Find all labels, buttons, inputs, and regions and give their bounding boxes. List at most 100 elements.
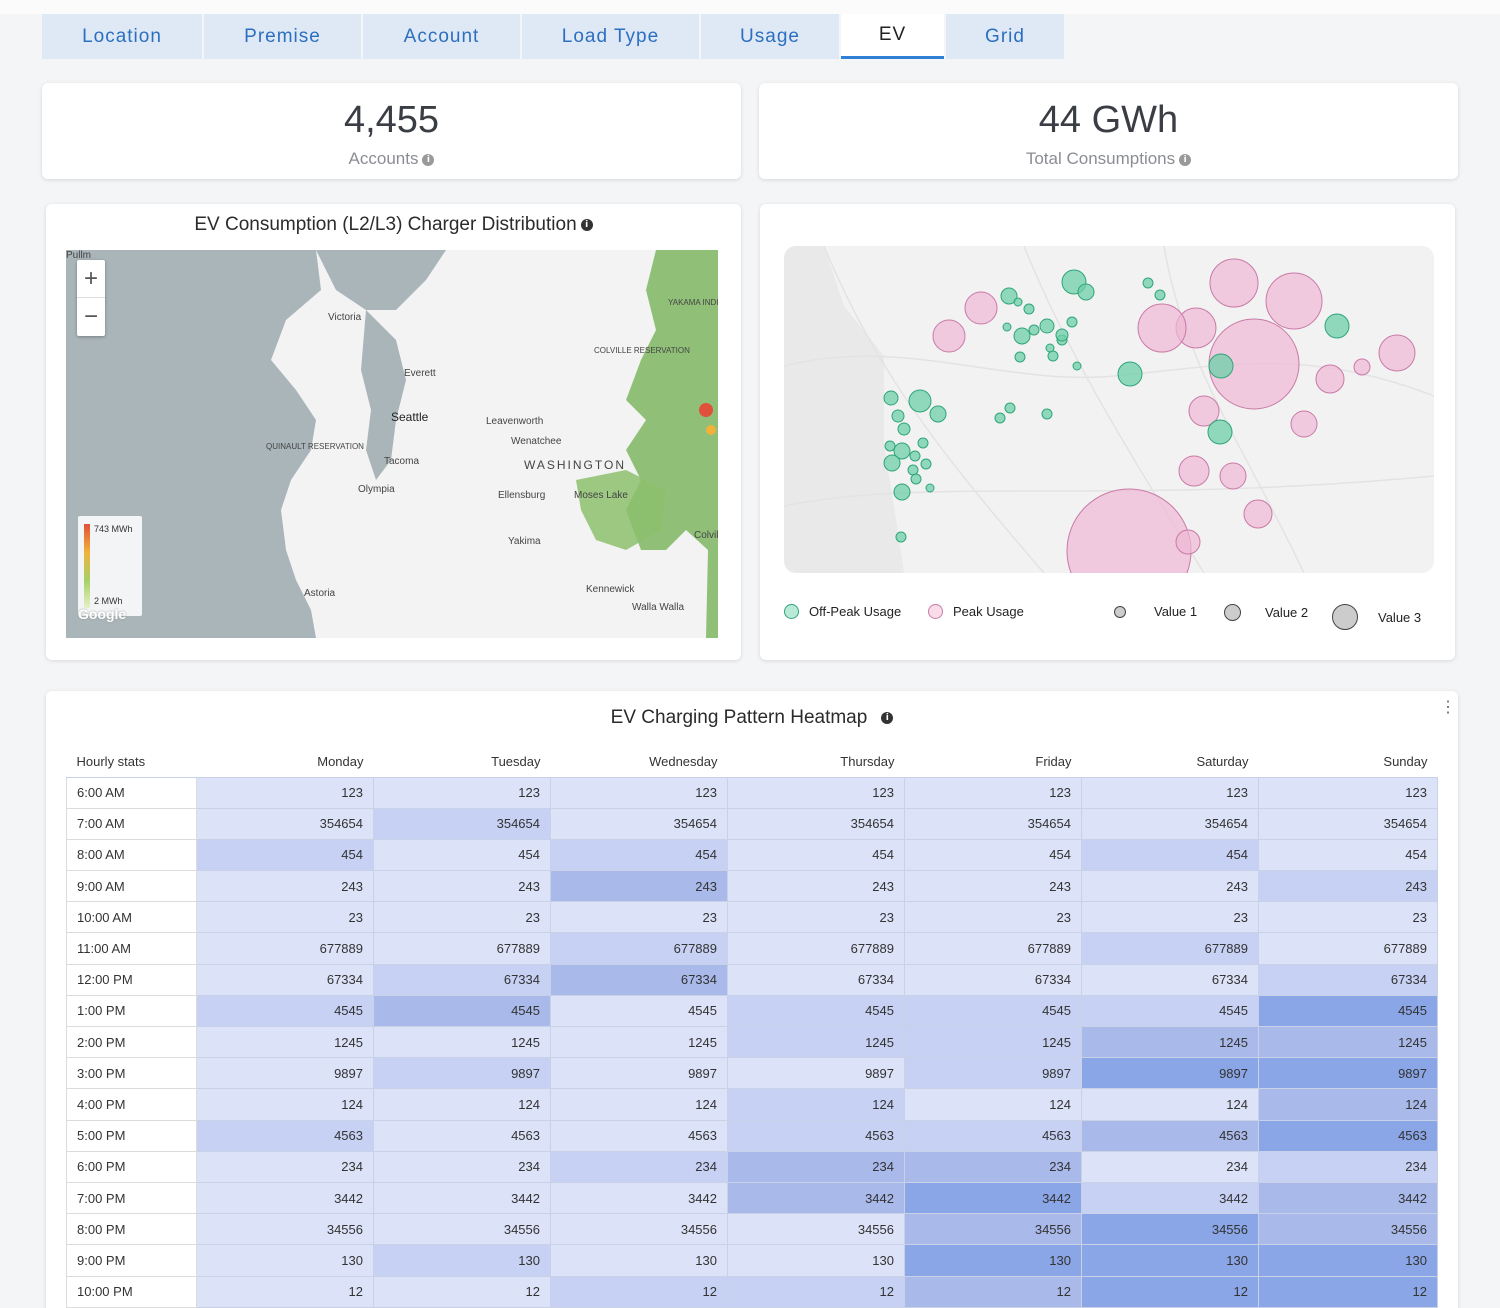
more-options-icon[interactable]: ⋮ bbox=[1440, 699, 1456, 716]
peak-bubble[interactable] bbox=[1353, 358, 1371, 376]
heat-cell[interactable]: 34556 bbox=[196, 1213, 374, 1246]
heat-cell[interactable]: 9897 bbox=[727, 1057, 905, 1090]
tab-ev[interactable]: EV bbox=[841, 14, 944, 59]
heat-cell[interactable]: 1245 bbox=[1258, 1025, 1438, 1059]
heat-cell[interactable]: 123 bbox=[727, 776, 905, 809]
heat-cell[interactable]: 124 bbox=[196, 1088, 374, 1121]
peak-bubble[interactable] bbox=[1315, 364, 1345, 394]
offpeak-bubble[interactable] bbox=[891, 409, 905, 423]
heat-cell[interactable]: 67334 bbox=[1258, 963, 1438, 996]
heat-cell[interactable]: 243 bbox=[1258, 870, 1438, 903]
offpeak-bubble[interactable] bbox=[893, 483, 911, 501]
tab-load-type[interactable]: Load Type bbox=[522, 14, 699, 59]
offpeak-bubble[interactable] bbox=[1117, 361, 1143, 387]
tab-account[interactable]: Account bbox=[363, 14, 520, 59]
heat-cell[interactable]: 454 bbox=[373, 838, 551, 872]
heat-cell[interactable]: 454 bbox=[1258, 838, 1438, 872]
peak-bubble[interactable] bbox=[1209, 258, 1259, 308]
offpeak-bubble[interactable] bbox=[908, 389, 932, 413]
offpeak-bubble[interactable] bbox=[1041, 408, 1053, 420]
offpeak-bubble[interactable] bbox=[1324, 313, 1350, 339]
heat-cell[interactable]: 677889 bbox=[373, 932, 551, 965]
heat-cell[interactable]: 123 bbox=[1081, 776, 1259, 809]
heat-cell[interactable]: 243 bbox=[373, 870, 551, 903]
heat-cell[interactable]: 4545 bbox=[727, 994, 905, 1028]
peak-bubble[interactable] bbox=[1378, 334, 1416, 372]
heat-cell[interactable]: 67334 bbox=[550, 963, 728, 996]
offpeak-bubble[interactable] bbox=[1045, 343, 1055, 353]
zoom-in-button[interactable]: + bbox=[77, 260, 105, 298]
heat-cell[interactable]: 130 bbox=[196, 1244, 374, 1277]
heat-cell[interactable]: 9897 bbox=[550, 1057, 728, 1090]
heat-cell[interactable]: 3442 bbox=[196, 1181, 374, 1215]
heat-cell[interactable]: 677889 bbox=[196, 932, 374, 965]
heat-cell[interactable]: 354654 bbox=[373, 807, 551, 840]
heat-cell[interactable]: 34556 bbox=[1081, 1213, 1259, 1246]
heat-cell[interactable]: 3442 bbox=[1258, 1181, 1438, 1215]
heat-cell[interactable]: 354654 bbox=[1258, 807, 1438, 840]
heat-cell[interactable]: 234 bbox=[1258, 1150, 1438, 1183]
heat-cell[interactable]: 9897 bbox=[1258, 1057, 1438, 1090]
heat-cell[interactable]: 130 bbox=[727, 1244, 905, 1277]
offpeak-bubble[interactable] bbox=[1004, 402, 1016, 414]
offpeak-bubble[interactable] bbox=[907, 464, 919, 476]
offpeak-bubble[interactable] bbox=[1023, 303, 1035, 315]
heat-cell[interactable]: 677889 bbox=[727, 932, 905, 965]
peak-bubble[interactable] bbox=[1137, 303, 1187, 353]
heat-cell[interactable]: 23 bbox=[1258, 901, 1438, 934]
heat-cell[interactable]: 124 bbox=[1258, 1088, 1438, 1121]
offpeak-bubble[interactable] bbox=[1208, 353, 1234, 379]
info-icon[interactable]: i bbox=[881, 711, 894, 724]
heat-cell[interactable]: 34556 bbox=[727, 1213, 905, 1246]
heat-cell[interactable]: 12 bbox=[196, 1275, 374, 1308]
heat-cell[interactable]: 3442 bbox=[1081, 1181, 1259, 1215]
heat-cell[interactable]: 12 bbox=[1258, 1275, 1438, 1308]
heat-cell[interactable]: 4545 bbox=[1258, 994, 1438, 1028]
offpeak-bubble[interactable] bbox=[1055, 328, 1069, 342]
heat-cell[interactable]: 124 bbox=[727, 1088, 905, 1121]
heat-cell[interactable]: 34556 bbox=[1258, 1213, 1438, 1246]
offpeak-bubble[interactable] bbox=[909, 450, 921, 462]
heat-cell[interactable]: 4563 bbox=[1081, 1119, 1259, 1152]
offpeak-bubble[interactable] bbox=[910, 473, 922, 485]
heat-cell[interactable]: 4545 bbox=[1081, 994, 1259, 1028]
heat-cell[interactable]: 130 bbox=[1081, 1244, 1259, 1277]
offpeak-bubble[interactable] bbox=[1154, 289, 1166, 301]
heat-cell[interactable]: 3442 bbox=[373, 1181, 551, 1215]
heat-cell[interactable]: 12 bbox=[1081, 1275, 1259, 1308]
heat-cell[interactable]: 9897 bbox=[904, 1057, 1082, 1090]
offpeak-bubble[interactable] bbox=[920, 458, 932, 470]
heat-cell[interactable]: 124 bbox=[550, 1088, 728, 1121]
offpeak-bubble[interactable] bbox=[893, 442, 911, 460]
info-icon[interactable]: i bbox=[1179, 153, 1192, 166]
info-icon[interactable]: i bbox=[580, 218, 593, 231]
heat-cell[interactable]: 4563 bbox=[1258, 1119, 1438, 1152]
heat-cell[interactable]: 12 bbox=[904, 1275, 1082, 1308]
heat-cell[interactable]: 354654 bbox=[904, 807, 1082, 840]
heat-cell[interactable]: 130 bbox=[373, 1244, 551, 1277]
heat-cell[interactable]: 4545 bbox=[196, 994, 374, 1028]
peak-bubble[interactable] bbox=[1175, 529, 1201, 555]
heat-cell[interactable]: 4563 bbox=[550, 1119, 728, 1152]
offpeak-bubble[interactable] bbox=[1028, 324, 1040, 336]
heat-cell[interactable]: 34556 bbox=[373, 1213, 551, 1246]
offpeak-bubble[interactable] bbox=[917, 437, 929, 449]
heat-cell[interactable]: 9897 bbox=[373, 1057, 551, 1090]
peak-bubble[interactable] bbox=[1188, 395, 1220, 427]
offpeak-bubble[interactable] bbox=[884, 440, 896, 452]
heat-cell[interactable]: 234 bbox=[1081, 1150, 1259, 1183]
heat-cell[interactable]: 130 bbox=[550, 1244, 728, 1277]
peak-bubble[interactable] bbox=[932, 319, 966, 353]
offpeak-bubble[interactable] bbox=[1013, 327, 1031, 345]
heat-cell[interactable]: 454 bbox=[196, 838, 374, 872]
heat-cell[interactable]: 1245 bbox=[196, 1025, 374, 1059]
heat-cell[interactable]: 1245 bbox=[373, 1025, 551, 1059]
heat-cell[interactable]: 3442 bbox=[550, 1181, 728, 1215]
heat-cell[interactable]: 23 bbox=[1081, 901, 1259, 934]
peak-bubble[interactable] bbox=[1178, 455, 1210, 487]
offpeak-bubble[interactable] bbox=[895, 531, 907, 543]
heat-cell[interactable]: 4563 bbox=[904, 1119, 1082, 1152]
heat-cell[interactable]: 4563 bbox=[727, 1119, 905, 1152]
tab-premise[interactable]: Premise bbox=[204, 14, 361, 59]
heat-cell[interactable]: 34556 bbox=[904, 1213, 1082, 1246]
